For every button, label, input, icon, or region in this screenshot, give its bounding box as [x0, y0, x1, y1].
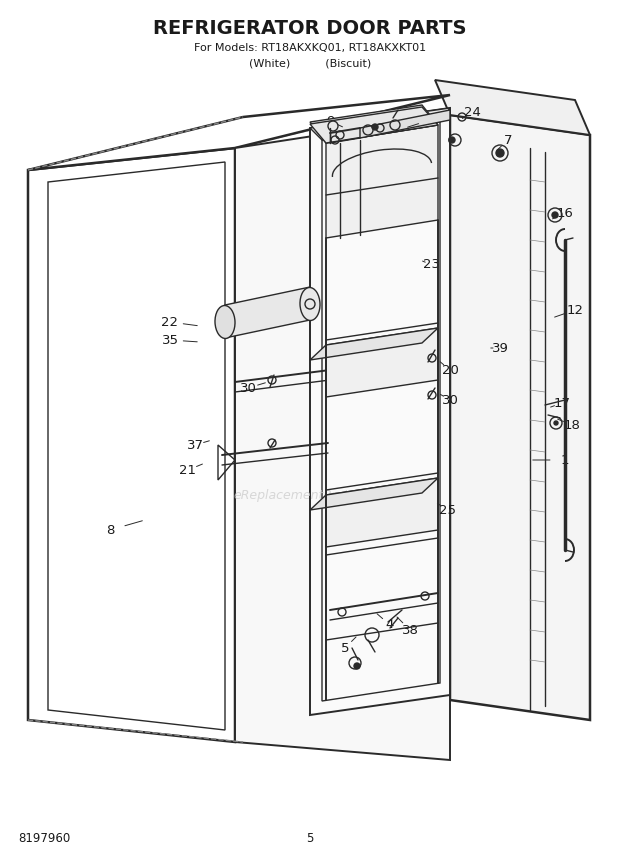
- Text: 23: 23: [423, 259, 440, 271]
- Text: 35: 35: [161, 334, 179, 347]
- Circle shape: [496, 149, 504, 157]
- Text: 38: 38: [402, 623, 418, 637]
- Text: 5: 5: [306, 831, 314, 845]
- Polygon shape: [310, 478, 438, 510]
- Polygon shape: [310, 107, 438, 143]
- Ellipse shape: [300, 288, 320, 320]
- Text: 2: 2: [426, 114, 434, 127]
- Polygon shape: [326, 328, 438, 397]
- Circle shape: [554, 421, 558, 425]
- Text: 16: 16: [557, 206, 574, 219]
- Text: 30: 30: [441, 394, 458, 407]
- Circle shape: [354, 663, 360, 669]
- Polygon shape: [326, 478, 438, 547]
- Text: (White)          (Biscuit): (White) (Biscuit): [249, 58, 371, 68]
- Text: 8: 8: [106, 524, 114, 537]
- Text: 1: 1: [560, 454, 569, 467]
- Ellipse shape: [215, 306, 235, 338]
- Text: 8197960: 8197960: [18, 831, 70, 845]
- Polygon shape: [235, 115, 450, 760]
- Circle shape: [449, 137, 455, 143]
- Text: 39: 39: [492, 342, 508, 354]
- Polygon shape: [28, 148, 235, 742]
- Polygon shape: [310, 108, 450, 140]
- Text: 4: 4: [386, 619, 394, 632]
- Text: 7: 7: [503, 134, 512, 146]
- Text: 21: 21: [180, 463, 197, 477]
- Polygon shape: [310, 328, 438, 360]
- Text: 5: 5: [341, 641, 349, 655]
- Text: 17: 17: [554, 396, 570, 409]
- Text: 37: 37: [187, 438, 203, 451]
- Polygon shape: [28, 95, 450, 170]
- Text: eReplacementParts.com: eReplacementParts.com: [234, 489, 386, 502]
- Text: 24: 24: [464, 105, 480, 118]
- Circle shape: [372, 124, 378, 130]
- Polygon shape: [310, 108, 450, 715]
- Text: 20: 20: [441, 364, 458, 377]
- Text: For Models: RT18AKXKQ01, RT18AKXKT01: For Models: RT18AKXKQ01, RT18AKXKT01: [194, 43, 426, 53]
- Text: 12: 12: [567, 304, 583, 317]
- Text: 30: 30: [239, 382, 257, 395]
- Polygon shape: [225, 287, 310, 338]
- Text: 25: 25: [440, 503, 456, 516]
- Circle shape: [552, 212, 558, 218]
- Text: REFRIGERATOR DOOR PARTS: REFRIGERATOR DOOR PARTS: [153, 19, 467, 38]
- Text: 9: 9: [326, 115, 334, 128]
- Polygon shape: [435, 80, 590, 135]
- Polygon shape: [326, 125, 438, 238]
- Text: 22: 22: [161, 316, 179, 329]
- Text: 18: 18: [564, 419, 580, 431]
- Polygon shape: [450, 115, 590, 720]
- Polygon shape: [310, 105, 438, 143]
- Polygon shape: [360, 110, 450, 138]
